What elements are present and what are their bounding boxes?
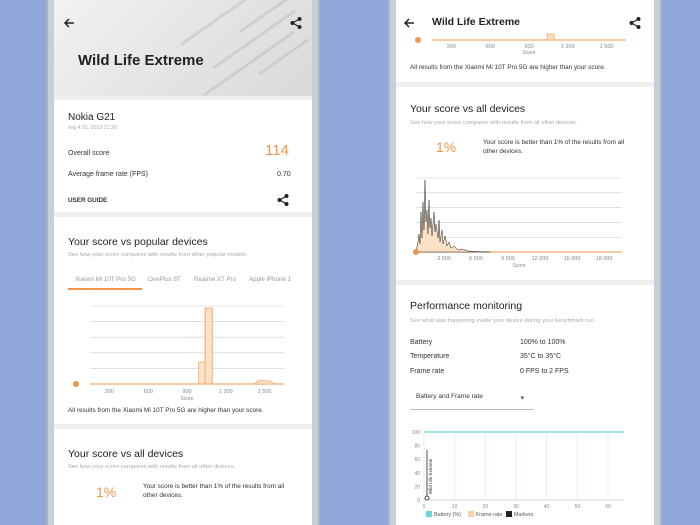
x-tick-label: 1 500 [258, 389, 272, 395]
tab-apple[interactable]: Apple iPhone 1 [249, 276, 291, 283]
page-title: Wild Life Extreme [432, 16, 521, 28]
x-axis-title: Score [512, 263, 525, 269]
device-date: ēvg 4 21, 2022 21:28 [68, 125, 117, 131]
all-devices-desc: See how your score compares with results… [68, 464, 236, 470]
battery-value: 100% to 100% [520, 339, 566, 346]
secondary-peak [253, 379, 277, 385]
left-screen: Wild Life Extreme Nokia G21 ēvg 4 21, 20… [54, 0, 312, 525]
x-tick-label: 30 [513, 504, 519, 510]
popular-devices-chart: 300 600 900 1 200 1 500 Score [68, 300, 298, 405]
x-tick-label: 1 500 [600, 44, 614, 50]
x-tick-label: 18 000 [596, 256, 613, 262]
hero-banner: Wild Life Extreme [54, 0, 312, 96]
x-tick-label: 12 000 [532, 256, 549, 262]
legend-frame-rate: Frame rate [468, 511, 502, 518]
popular-footnote: All results from the Xiaomi Mi 10T Pro 5… [68, 407, 264, 414]
x-tick-label: 50 [575, 504, 581, 510]
distribution-area [415, 179, 491, 253]
x-tick-label: 60 [605, 504, 611, 510]
peak-bar [204, 307, 213, 385]
temperature-label: Temperature [410, 353, 450, 360]
page-title: Wild Life Extreme [78, 52, 204, 69]
legend-markers: Markers [506, 511, 533, 518]
all-devices-text: Your score is better than 1% of the resu… [143, 483, 285, 499]
all-devices-title: Your score vs all devices [410, 103, 526, 115]
all-devices-chart: 3 000 6 000 9 000 12 000 15 000 18 000 Score [410, 172, 640, 272]
x-axis-title: Score [522, 50, 535, 56]
side-bar [198, 361, 206, 385]
marker-label: Wild Life Extreme [428, 458, 433, 494]
avg-fps-value: 0.70 [277, 171, 291, 178]
device-name: Nokia G21 [68, 112, 116, 123]
peak-bar [546, 33, 555, 41]
chevron-down-icon: ▾ [520, 395, 524, 402]
tab-oneplus[interactable]: OnePlus 8T [148, 276, 181, 283]
y-tick-label: 60 [414, 457, 420, 463]
popular-devices-desc: See how your score compares with results… [68, 252, 248, 258]
x-tick-label: 1 200 [219, 389, 233, 395]
popular-footnote: All results from the Xiaomi Mi 10T Pro 5… [410, 64, 606, 71]
right-screen: Wild Life Extreme 300 600 900 1 200 1 500 Sco… [396, 0, 654, 525]
popular-devices-title: Your score vs popular devices [68, 236, 208, 248]
y-tick-label: 80 [414, 444, 420, 450]
active-tab-indicator [68, 288, 142, 290]
x-tick-label: 600 [486, 44, 495, 50]
your-score-marker [73, 381, 79, 387]
x-tick-label: 20 [483, 504, 489, 510]
x-tick-label: 6 000 [469, 256, 483, 262]
x-tick-label: 300 [105, 389, 114, 395]
x-tick-label: 300 [447, 44, 456, 50]
x-tick-label: 900 [524, 44, 533, 50]
temperature-value: 35°C to 35°C [520, 353, 562, 360]
y-tick-label: 40 [414, 471, 420, 477]
user-guide-link[interactable]: USER GUIDE [68, 197, 108, 204]
y-tick-label: 100 [412, 430, 421, 436]
x-tick-label: 40 [544, 504, 550, 510]
overall-score-label: Overall score [68, 150, 110, 157]
back-arrow-icon[interactable] [402, 16, 416, 30]
your-score-marker [415, 37, 421, 43]
back-arrow-icon[interactable] [62, 16, 76, 30]
popular-chart-tail: 300 600 900 1 200 1 500 Score [410, 32, 640, 56]
x-axis-title: Score [180, 396, 193, 402]
frame-rate-label: Frame rate [410, 368, 445, 375]
x-tick-label: 10 [452, 504, 458, 510]
avg-fps-label: Average frame rate (FPS) [68, 171, 149, 178]
metric-dropdown[interactable]: Battery and Frame rate ▾ [410, 390, 534, 410]
performance-chart: 0 20 40 60 80 100 0 10 20 30 40 50 60 Wild Life Extre… [404, 426, 640, 512]
x-tick-label: 1 200 [561, 44, 575, 50]
x-tick-label: 0 [423, 504, 426, 510]
header-bar: Wild Life Extreme [396, 0, 654, 38]
performance-title: Performance monitoring [410, 300, 523, 312]
marker-point [424, 495, 430, 501]
metric-dropdown-value: Battery and Frame rate [416, 393, 483, 400]
x-tick-label: 15 000 [564, 256, 581, 262]
x-tick-label: 900 [182, 389, 191, 395]
all-devices-text: Your score is better than 1% of the resu… [483, 139, 625, 155]
share-icon[interactable] [628, 16, 642, 30]
performance-desc: See what was happening inside your devic… [410, 318, 596, 324]
share-icon[interactable] [289, 16, 303, 30]
y-tick-label: 20 [414, 484, 420, 490]
all-devices-percent: 1% [436, 139, 457, 155]
overall-score-value: 114 [265, 142, 289, 159]
your-score-marker [413, 249, 419, 255]
y-tick-label: 0 [417, 498, 420, 504]
all-devices-percent: 1% [96, 484, 117, 500]
x-tick-label: 9 000 [501, 256, 515, 262]
legend-battery: Battery (%) [426, 511, 461, 518]
share-icon[interactable] [276, 193, 290, 207]
tab-xiaomi[interactable]: Xiaomi Mi 10T Pro 5G [75, 276, 136, 283]
x-tick-label: 3 000 [437, 256, 451, 262]
frame-rate-value: 0 FPS to 2 FPS [520, 368, 569, 375]
all-devices-title: Your score vs all devices [68, 448, 184, 460]
tab-realme[interactable]: Realme X7 Pro [194, 276, 236, 283]
x-tick-label: 600 [144, 389, 153, 395]
battery-label: Battery [410, 339, 433, 346]
all-devices-desc: See how your score compares with results… [410, 120, 578, 126]
